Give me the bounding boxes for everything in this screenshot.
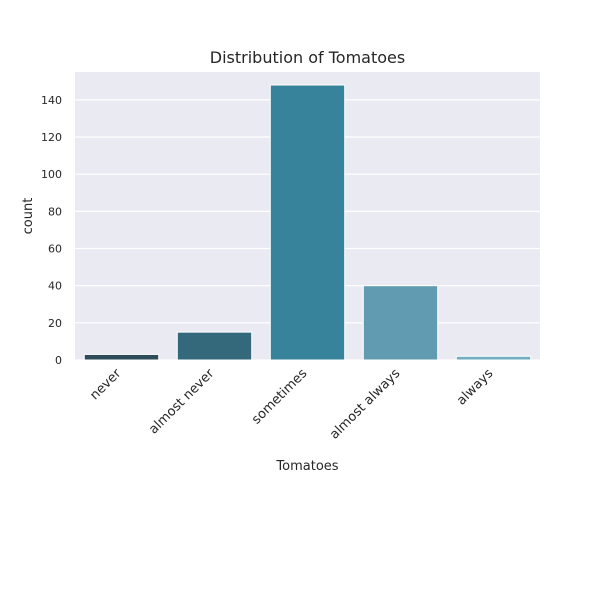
y-tick-label: 0: [55, 354, 62, 367]
y-tick-label: 140: [41, 94, 62, 107]
x-tick-label: almost always: [327, 366, 403, 442]
bar-almost-always: [362, 285, 439, 361]
y-tick-label: 80: [48, 205, 62, 218]
y-tick-label: 100: [41, 168, 62, 181]
x-axis-ticks: never almost never sometimes almost always a…: [87, 366, 496, 443]
bar-always: [455, 355, 532, 361]
chart-title: Distribution of Tomatoes: [210, 48, 405, 67]
y-axis-ticks: 0 20 40 60 80 100 120 140: [41, 94, 62, 367]
bar-almost-never: [176, 331, 253, 361]
bar-never: [83, 353, 160, 361]
bars: [83, 84, 532, 361]
y-tick-label: 40: [48, 280, 62, 293]
x-tick-label: always: [454, 366, 496, 408]
bar-sometimes: [269, 84, 346, 361]
x-tick-label: never: [87, 366, 124, 403]
y-tick-label: 20: [48, 317, 62, 330]
y-tick-label: 60: [48, 243, 62, 256]
x-axis-label: Tomatoes: [275, 459, 338, 474]
y-axis-label: count: [21, 198, 36, 235]
y-tick-label: 120: [41, 131, 62, 144]
x-tick-label: almost never: [146, 366, 218, 438]
x-tick-label: sometimes: [249, 366, 310, 427]
